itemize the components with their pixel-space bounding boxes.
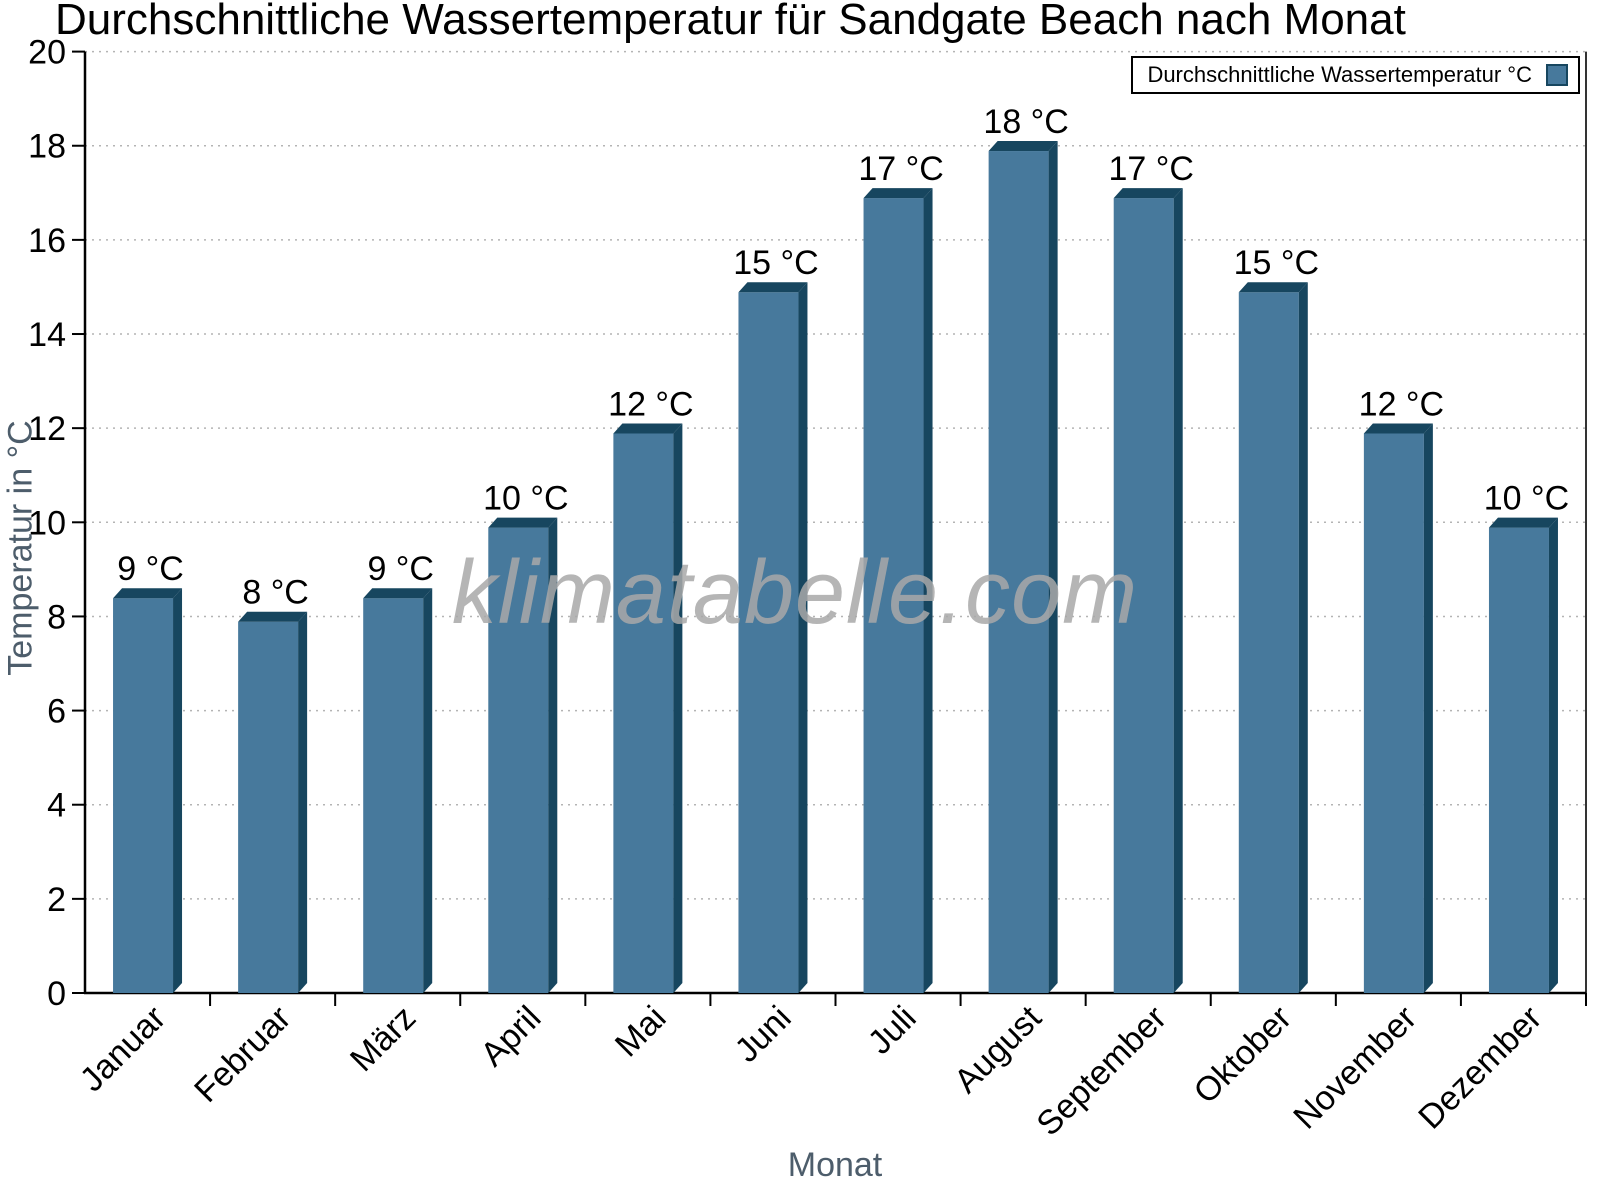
bar-top-face bbox=[863, 188, 933, 199]
y-tick-label: 18 bbox=[28, 128, 66, 166]
x-category-label: Juli bbox=[861, 999, 924, 1062]
bar-Mai bbox=[613, 433, 674, 993]
bar-side-face bbox=[673, 423, 683, 993]
bar-top-face bbox=[738, 282, 808, 293]
y-tick-label: 0 bbox=[47, 975, 66, 1013]
bar-side-face bbox=[1548, 517, 1558, 993]
bar-top-face bbox=[988, 141, 1058, 152]
bar-value-label: 18 °C bbox=[983, 103, 1068, 141]
bar-top-face bbox=[488, 517, 558, 528]
x-category-label: Mai bbox=[608, 999, 674, 1065]
y-tick-label: 20 bbox=[28, 34, 66, 72]
bar-Januar bbox=[113, 598, 174, 993]
bar-value-label: 17 °C bbox=[1108, 150, 1193, 188]
bar-top-face bbox=[613, 423, 683, 434]
bar-side-face bbox=[1048, 141, 1058, 993]
bar-top-face bbox=[1488, 517, 1558, 528]
bar-top-face bbox=[238, 611, 308, 622]
x-category-label: Januar bbox=[73, 999, 173, 1099]
bar-value-label: 9 °C bbox=[367, 550, 434, 588]
y-tick-label: 2 bbox=[47, 881, 66, 919]
bar-top-face bbox=[113, 588, 183, 599]
bar-side-face bbox=[173, 588, 183, 993]
bar-value-label: 10 °C bbox=[483, 480, 568, 518]
x-category-label: September bbox=[1029, 999, 1173, 1143]
bar-value-label: 12 °C bbox=[608, 385, 693, 423]
legend-label: Durchschnittliche Wassertemperatur °C bbox=[1147, 62, 1532, 87]
legend-box: Durchschnittliche Wassertemperatur °C bbox=[1131, 56, 1580, 94]
bar-April bbox=[488, 527, 549, 993]
x-category-label: Dezember bbox=[1411, 999, 1549, 1137]
bar-value-label: 8 °C bbox=[242, 574, 309, 612]
x-category-label: Oktober bbox=[1187, 999, 1299, 1111]
y-tick-label: 10 bbox=[28, 504, 66, 542]
bar-value-label: 17 °C bbox=[858, 150, 943, 188]
bar-side-face bbox=[298, 611, 308, 993]
bar-value-label: 15 °C bbox=[733, 244, 818, 282]
y-tick-label: 12 bbox=[28, 410, 66, 448]
bar-side-face bbox=[1298, 282, 1308, 993]
x-category-label: April bbox=[473, 999, 548, 1074]
y-tick-label: 8 bbox=[47, 598, 66, 636]
legend-color-swatch-icon bbox=[1546, 64, 1568, 86]
x-category-label: März bbox=[343, 999, 423, 1079]
bar-side-face bbox=[923, 188, 933, 993]
bar-November bbox=[1363, 433, 1424, 993]
x-category-label: Februar bbox=[187, 999, 298, 1110]
bar-top-face bbox=[363, 588, 433, 599]
x-category-label: Juni bbox=[728, 999, 799, 1070]
bar-side-face bbox=[1423, 423, 1433, 993]
y-tick-label: 16 bbox=[28, 222, 66, 260]
bar-top-face bbox=[1113, 188, 1183, 199]
bar-März bbox=[363, 598, 424, 993]
bar-side-face bbox=[423, 588, 433, 993]
bar-side-face bbox=[548, 517, 558, 993]
bar-side-face bbox=[1173, 188, 1183, 993]
y-tick-label: 14 bbox=[28, 316, 66, 354]
bar-top-face bbox=[1238, 282, 1308, 293]
x-category-label: November bbox=[1286, 999, 1424, 1137]
bar-Oktober bbox=[1238, 292, 1299, 993]
bar-Juni bbox=[738, 292, 799, 993]
y-axis-title: Temperatur in °C bbox=[1, 420, 40, 676]
bar-value-label: 12 °C bbox=[1359, 385, 1444, 423]
bar-value-label: 10 °C bbox=[1484, 480, 1569, 518]
bar-side-face bbox=[798, 282, 808, 993]
watermark-text: klimatabelle.com bbox=[451, 543, 1139, 643]
bar-September bbox=[1113, 198, 1174, 993]
y-tick-label: 4 bbox=[47, 787, 66, 825]
bar-value-label: 15 °C bbox=[1234, 244, 1319, 282]
bar-Juli bbox=[863, 198, 924, 993]
bar-August bbox=[988, 151, 1049, 993]
bar-Dezember bbox=[1488, 527, 1549, 993]
chart-title: Durchschnittliche Wassertemperatur für S… bbox=[55, 0, 1406, 44]
y-tick-label: 6 bbox=[47, 693, 66, 731]
x-category-label: August bbox=[947, 998, 1049, 1100]
bar-top-face bbox=[1363, 423, 1433, 434]
x-axis-title: Monat bbox=[787, 1146, 883, 1184]
bar-value-label: 9 °C bbox=[117, 550, 184, 588]
bar-Februar bbox=[238, 621, 299, 993]
